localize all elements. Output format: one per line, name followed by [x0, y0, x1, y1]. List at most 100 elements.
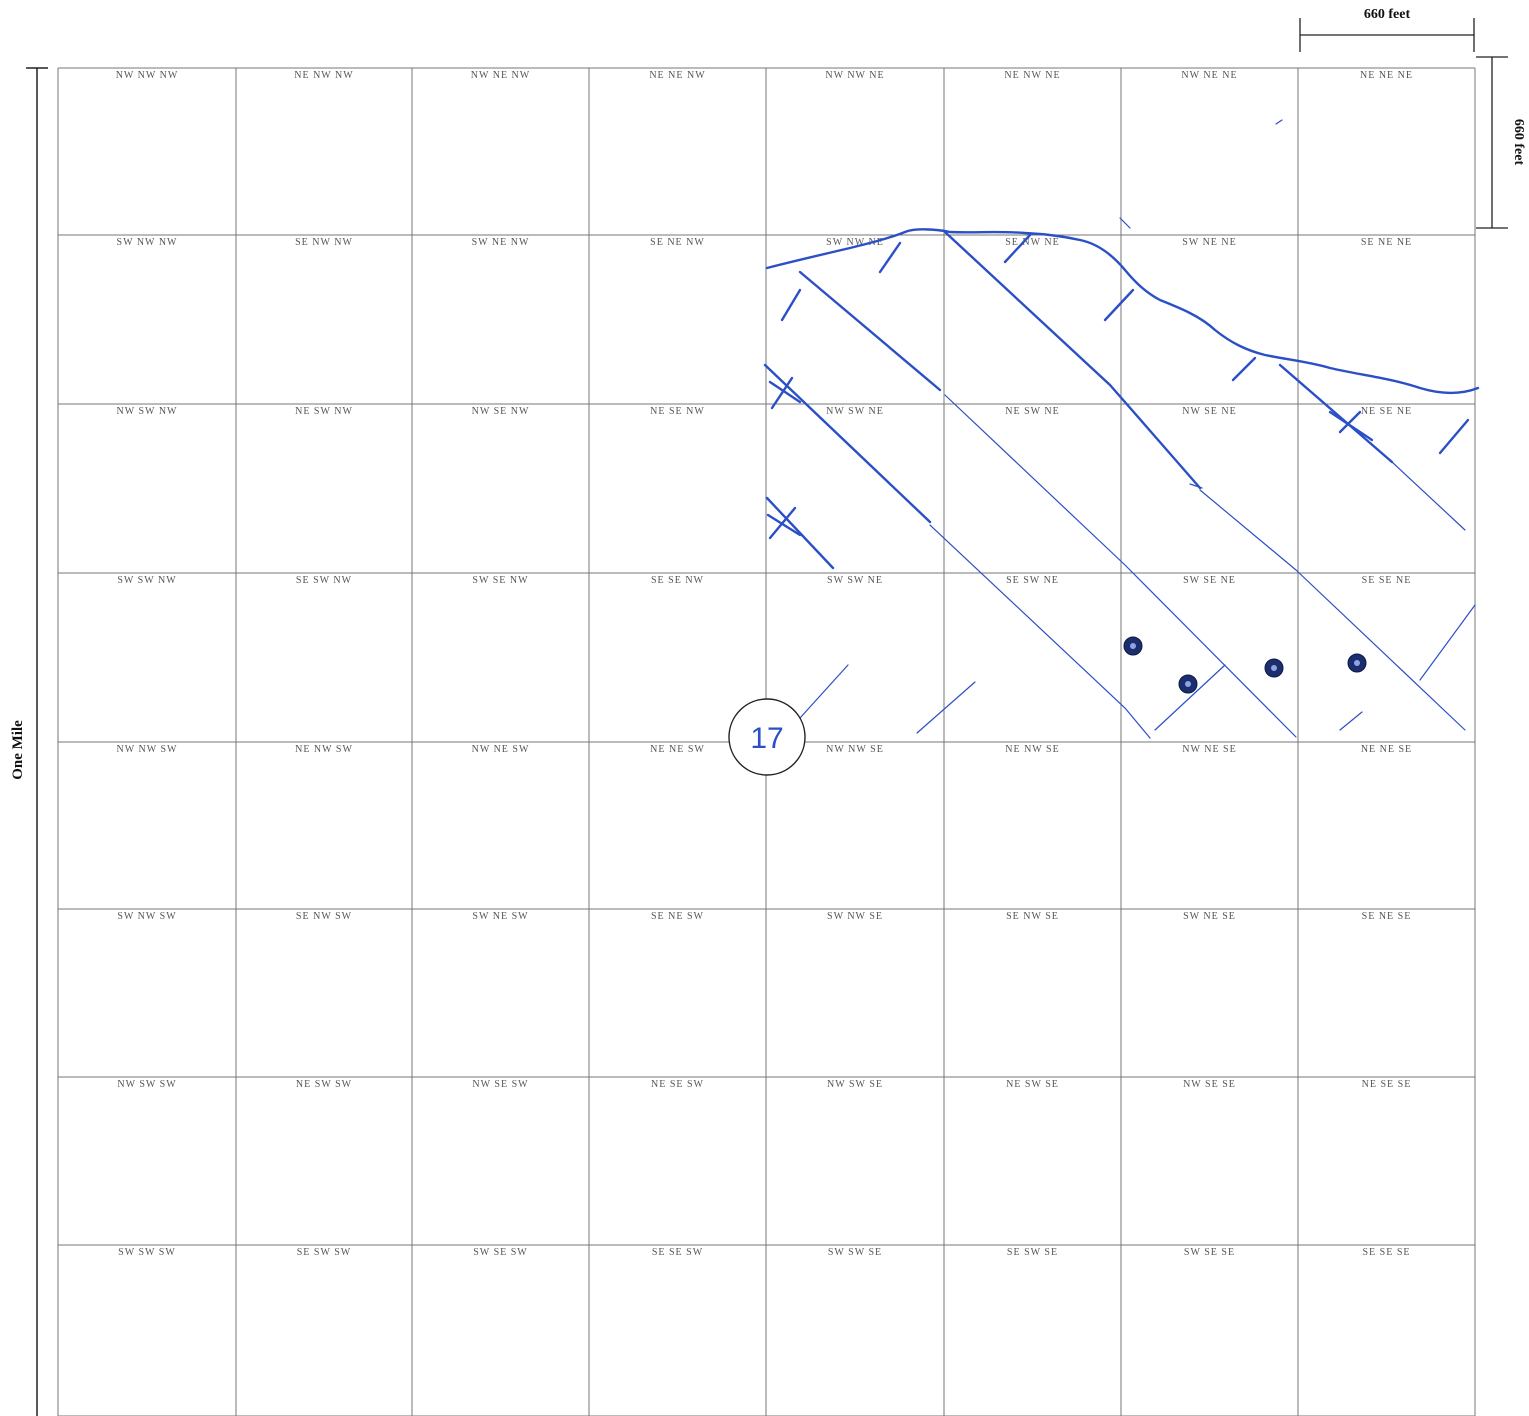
section-number: 17	[750, 722, 783, 755]
grid-cell-label: SW NW NW	[117, 237, 178, 248]
x-mark-1	[768, 376, 802, 410]
slash-mark-6	[1438, 418, 1470, 455]
grid-cell-label: SW SW SE	[828, 1247, 882, 1258]
grid-cell-label: SE SE SW	[652, 1247, 703, 1258]
slash-mark-7	[799, 664, 849, 719]
grid-cell-label: NE NW NW	[294, 70, 353, 81]
freehand-boundary-line	[765, 228, 1480, 395]
x-mark-3	[1328, 410, 1374, 442]
grid-cell-label: NE SW SE	[1006, 1079, 1059, 1090]
horizontal-scale-bar: 660 feet	[1299, 7, 1475, 52]
grid-cell-label: SE SE NE	[1362, 575, 1412, 586]
stray-mark-1	[1119, 217, 1131, 229]
hatch-line-4	[1278, 363, 1394, 464]
hatch-line-3	[763, 363, 932, 524]
slash-mark-8	[916, 681, 976, 734]
slash-mark-2	[878, 241, 902, 274]
grid-cell-label: SW NW SE	[827, 911, 883, 922]
grid-cell-label: SW SE NE	[1183, 575, 1236, 586]
grid-cell-label: SE NE SW	[651, 911, 704, 922]
slash-mark-10	[1339, 711, 1363, 731]
hatch-line-2	[943, 230, 1202, 490]
grid-cell-label: SW SW NW	[117, 575, 176, 586]
grid-cell-label: SW SW SW	[118, 1247, 176, 1258]
hatch-line-8	[1199, 489, 1466, 731]
grid-cell-label: SE NW NE	[1005, 237, 1059, 248]
grid-cell-label: NW SE NE	[1182, 406, 1236, 417]
grid-cell-label: SE NW SE	[1006, 911, 1059, 922]
grid-cell-label: SW SE SE	[1184, 1247, 1235, 1258]
x-mark-2	[766, 506, 802, 540]
grid-cell-label: SW NW SW	[117, 911, 176, 922]
grid-cell-label: SW SE SW	[473, 1247, 528, 1258]
grid-cell-label: NW SW SW	[117, 1079, 176, 1090]
grid-cell-label: SW NE NE	[1182, 237, 1236, 248]
grid-cell-label: NW SE NW	[472, 406, 530, 417]
grid-cell-label: SW NW NE	[826, 237, 884, 248]
slash-mark-11	[1419, 604, 1476, 681]
grid-cell-label: NE SW NE	[1005, 406, 1059, 417]
well-symbols	[1123, 636, 1367, 694]
stray-mark-3	[1275, 119, 1283, 125]
grid-cell-label: NE NE NE	[1360, 70, 1413, 81]
grid-cell-label: NW NE SW	[472, 744, 530, 755]
well-symbol	[1178, 674, 1198, 694]
grid-cell-label: NW NE NE	[1181, 70, 1237, 81]
stray-mark-2	[1189, 483, 1203, 489]
grid-cell-label: NW SE SE	[1183, 1079, 1236, 1090]
slash-mark-1	[780, 288, 802, 322]
grid-cell-label: NE NE SE	[1361, 744, 1412, 755]
grid-cell-label: SE NE NE	[1361, 237, 1412, 248]
ink-markup	[763, 119, 1480, 739]
grid-cell-label: NE NW SE	[1005, 744, 1059, 755]
well-symbol	[1264, 658, 1284, 678]
slash-mark-5	[1231, 356, 1257, 382]
grid-cell-label: NW NE SE	[1182, 744, 1236, 755]
one-mile-label: One Mile	[10, 720, 26, 780]
grid-cell-label: SE SE NW	[651, 575, 704, 586]
grid-cell-label: SE SE SE	[1362, 1247, 1410, 1258]
grid-cell-label: NE SE NW	[650, 406, 705, 417]
grid-cell-label: SE NW NW	[295, 237, 353, 248]
grid-cell-label: SE SW SW	[297, 1247, 352, 1258]
hatch-line-9	[1391, 461, 1466, 531]
horizontal-scale-label: 660 feet	[1364, 7, 1411, 22]
hatch-line-7	[929, 524, 1151, 739]
grid-cell-label: SW NE SE	[1183, 911, 1236, 922]
slash-mark-4	[1103, 288, 1135, 322]
grid-cell-label: NW SW SE	[827, 1079, 883, 1090]
grid-cell-label: SE SW SE	[1007, 1247, 1058, 1258]
slash-mark-3	[1003, 233, 1032, 264]
grid-cell-label: SW NE NW	[472, 237, 530, 248]
grid-cell-label: NE NW SW	[295, 744, 353, 755]
grid-cell-label: NE NE SW	[650, 744, 705, 755]
well-symbol	[1123, 636, 1143, 656]
grid-cell-label: NW SW NW	[117, 406, 178, 417]
grid-cell-label: NW NW NE	[825, 70, 884, 81]
grid-cell-label: NW NW SE	[826, 744, 884, 755]
grid-cell-label: NE SE NE	[1361, 406, 1412, 417]
vertical-scale-label: 660 feet	[1511, 119, 1526, 166]
hatch-line-1	[798, 270, 942, 392]
grid-cell-label: NE SE SW	[651, 1079, 704, 1090]
one-mile-scale-bar: One Mile	[10, 67, 48, 1416]
well-symbol	[1347, 653, 1367, 673]
slash-mark-9	[1154, 664, 1226, 731]
grid-cell-label: SE NE SE	[1362, 911, 1412, 922]
grid-cell-label: NE SW SW	[296, 1079, 352, 1090]
grid-cell-label: NE NE NW	[649, 70, 705, 81]
grid-cell-label: NW NW SW	[117, 744, 178, 755]
grid-cell-label: NE SW NW	[295, 406, 353, 417]
grid-cell-label: NW NE NW	[471, 70, 530, 81]
grid-cell-label: NE SE SE	[1362, 1079, 1412, 1090]
hatch-line-5	[765, 496, 835, 570]
grid-cell-label: SE NE NW	[650, 237, 705, 248]
grid-cell-label: NW SE SW	[472, 1079, 528, 1090]
hatch-line-6	[944, 394, 1297, 738]
grid-cell-label: NW NW NW	[116, 70, 179, 81]
grid-cell-label: SE NW SW	[296, 911, 352, 922]
grid-cell-label: SW SE NW	[472, 575, 528, 586]
grid-cell-label: SE SW NE	[1006, 575, 1059, 586]
grid-cell-label: NE NW NE	[1004, 70, 1060, 81]
